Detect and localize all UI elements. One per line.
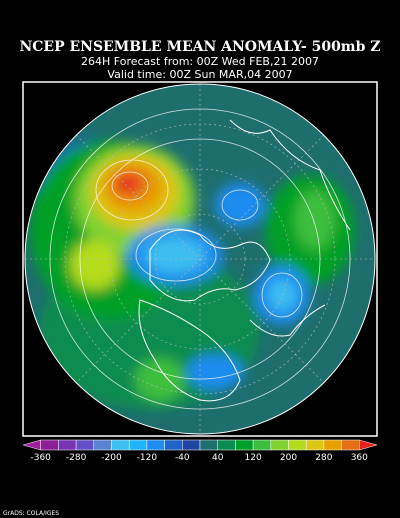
coastline: [149, 229, 271, 302]
colorbar-label: -280: [66, 453, 87, 463]
title: NCEP ENSEMBLE MEAN ANOMALY- 500mb Z: [19, 39, 380, 55]
anomaly: [118, 176, 138, 192]
colorbar-label: -40: [175, 453, 190, 463]
colorbar-box: [40, 439, 59, 451]
anomaly: [145, 237, 205, 273]
colorbar-box: [217, 439, 236, 451]
colorbar-label: 40: [212, 453, 224, 463]
valid-line: Valid time: 00Z Sun MAR,04 2007: [107, 68, 292, 81]
coastline: [249, 304, 326, 337]
contour: [261, 272, 303, 318]
colorbar-box: [270, 439, 289, 451]
colorbar-box: [305, 439, 325, 451]
colorbar-label: -360: [30, 453, 51, 463]
colorbar-box: [199, 439, 218, 451]
colorbar-box: [128, 439, 148, 451]
anomaly-field: [30, 140, 355, 410]
meridian: [75, 134, 325, 384]
coastlines: [138, 119, 351, 402]
colorbar-label: -120: [137, 453, 158, 463]
colorbar-label: 200: [280, 453, 297, 463]
colorbar-box: [146, 439, 165, 451]
colorbar-box: [323, 439, 342, 451]
colorbar: -360 -280 -200 -120 -40 40 120 200 280 360: [22, 439, 378, 463]
map: [25, 84, 375, 434]
colorbar-box: [252, 439, 272, 451]
anomaly: [70, 240, 120, 290]
colorbar-box: [75, 439, 95, 451]
anomaly: [268, 279, 296, 311]
graticule: [25, 84, 375, 434]
colorbar-arrow: [359, 439, 378, 451]
colorbar-label: 280: [315, 453, 332, 463]
colorbar-label: 120: [245, 453, 262, 463]
anomaly: [295, 190, 335, 250]
contour: [135, 228, 217, 282]
coastline: [229, 119, 351, 231]
contour: [111, 171, 149, 201]
colorbar-box: [288, 439, 307, 451]
colorbar-box: [235, 439, 254, 451]
colorbar-box: [182, 439, 201, 451]
contour: [221, 189, 259, 221]
footer: GrADS: COLA/IGES: [3, 510, 59, 517]
coastline: [138, 299, 241, 402]
colorbar-box: [111, 439, 130, 451]
map-edge: [24, 83, 376, 435]
anomaly: [187, 354, 243, 390]
anomaly: [135, 358, 185, 402]
map-frame: [22, 81, 378, 437]
colorbar-label: -200: [101, 453, 122, 463]
colorbar-label: 360: [351, 453, 368, 463]
colorbar-box: [93, 439, 112, 451]
colorbar-box: [341, 439, 360, 451]
colorbar-box: [58, 439, 77, 451]
colorbar-box: [164, 439, 183, 451]
forecast-line: 264H Forecast from: 00Z Wed FEB,21 2007: [81, 55, 319, 68]
